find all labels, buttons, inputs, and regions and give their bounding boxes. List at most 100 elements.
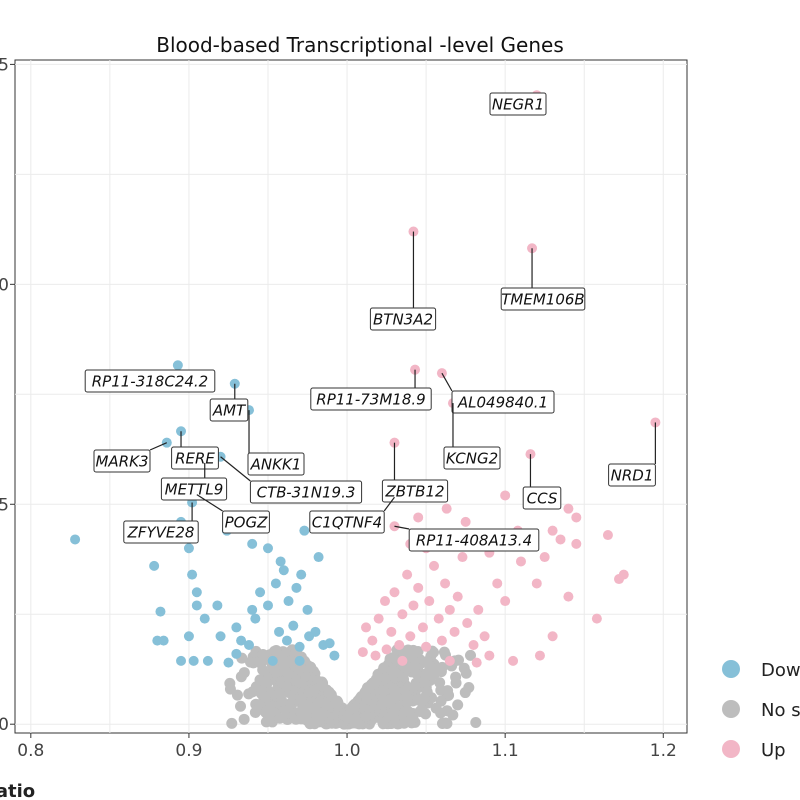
- point-no-sig: [360, 691, 372, 703]
- point-down: [149, 560, 160, 571]
- point-up: [563, 503, 574, 514]
- point-no-sig: [255, 688, 267, 700]
- gene-label: AL049840.1: [441, 372, 555, 414]
- gene-label-text: POGZ: [225, 514, 268, 532]
- label-box: [310, 387, 432, 411]
- point-down: [291, 582, 302, 593]
- label-box: [443, 446, 501, 470]
- point-no-sig: [274, 712, 286, 724]
- y-tick-label: 2.5: [0, 495, 9, 515]
- gene-label: CTB-31N19.3: [220, 456, 363, 504]
- gene-label: NRD1: [608, 422, 656, 487]
- point-no-sig: [365, 679, 377, 691]
- gene-label-text: NRD1: [611, 467, 654, 485]
- x-axis-ticks: 0.8 0.9 1.0 1.1 1.2: [17, 733, 677, 761]
- point-no-sig: [377, 685, 389, 697]
- point-down: [296, 569, 307, 580]
- point-no-sig: [419, 678, 431, 690]
- label-box: [222, 510, 270, 534]
- point-down: [262, 600, 273, 611]
- point-up: [508, 655, 519, 666]
- point-no-sig: [404, 647, 416, 659]
- point-no-sig: [295, 693, 307, 705]
- point-no-sig: [470, 716, 482, 728]
- point-down: [231, 648, 242, 659]
- gene-label-text: AMT: [212, 402, 247, 420]
- point-no-sig: [464, 649, 476, 661]
- point-up: [402, 569, 413, 580]
- point-up: [492, 578, 503, 589]
- gene-label: RP11-318C24.2: [84, 369, 216, 393]
- point-up: [394, 640, 405, 651]
- gene-label: RP11-408A13.4: [394, 525, 540, 552]
- label-box: [381, 479, 449, 503]
- chart-title: Blood-based Transcriptional -level Genes: [156, 33, 564, 57]
- label-box: [171, 446, 219, 470]
- point-down: [310, 626, 321, 637]
- point-up: [500, 490, 511, 501]
- point-up: [441, 503, 452, 514]
- point-down: [188, 655, 199, 666]
- label-connector: [196, 494, 223, 512]
- gene-label-text: MARK3: [95, 453, 148, 471]
- point-up: [367, 635, 378, 646]
- legend-label-down: Down: [761, 660, 800, 681]
- point-up: [515, 556, 526, 567]
- point-no-sig: [300, 714, 312, 726]
- point-up: [397, 609, 408, 620]
- gene-label-text: CCS: [527, 490, 558, 508]
- point-no-sig: [434, 677, 446, 689]
- gene-label-text: TMEM106B: [501, 291, 584, 309]
- gene-label: KCNG2: [443, 403, 501, 470]
- label-box: [247, 452, 305, 476]
- y-tick-label: 0: [0, 715, 9, 735]
- point-down: [155, 606, 166, 617]
- gene-label-text: RP11-408A13.4: [416, 532, 532, 550]
- point-no-sig: [317, 708, 329, 720]
- point-down: [313, 552, 324, 563]
- x-tick-label: 1.2: [650, 741, 677, 761]
- point-down: [281, 635, 292, 646]
- legend-key-down: [722, 660, 740, 678]
- point-up: [370, 650, 381, 661]
- point-down: [299, 525, 310, 536]
- point-up: [547, 631, 558, 642]
- point-no-sig: [305, 661, 317, 673]
- point-no-sig: [224, 677, 236, 689]
- point-up: [468, 640, 479, 651]
- point-no-sig: [460, 667, 472, 679]
- gene-label-text: AL049840.1: [457, 394, 548, 412]
- x-tick-label: 0.9: [175, 741, 202, 761]
- point-up: [413, 582, 424, 593]
- gene-label-text: RERE: [175, 450, 215, 468]
- point-down: [267, 655, 278, 666]
- point-up: [421, 641, 432, 652]
- gene-label: ZFYVE28: [123, 502, 199, 544]
- point-no-sig: [276, 650, 288, 662]
- gene-label: C1QTNF4: [309, 496, 395, 534]
- x-tick-label: 1.0: [334, 741, 361, 761]
- label-connector: [441, 372, 453, 392]
- point-up: [449, 626, 460, 637]
- point-up: [484, 650, 495, 661]
- point-up: [591, 613, 602, 624]
- point-no-sig: [243, 688, 255, 700]
- point-down: [247, 538, 258, 549]
- point-up: [547, 525, 558, 536]
- label-box: [608, 463, 656, 487]
- point-down: [215, 631, 226, 642]
- point-no-sig: [401, 691, 413, 703]
- point-up: [534, 650, 545, 661]
- significant-points: [70, 90, 661, 668]
- point-no-sig: [429, 668, 441, 680]
- point-down: [274, 626, 285, 637]
- point-up: [357, 647, 368, 658]
- gene-label-text: NEGR1: [492, 96, 544, 114]
- point-up: [386, 626, 397, 637]
- point-up: [444, 655, 455, 666]
- gene-label-text: C1QTNF4: [312, 514, 382, 532]
- point-up: [436, 635, 447, 646]
- point-down: [231, 622, 242, 633]
- point-no-sig: [435, 695, 447, 707]
- point-no-sig: [345, 703, 357, 715]
